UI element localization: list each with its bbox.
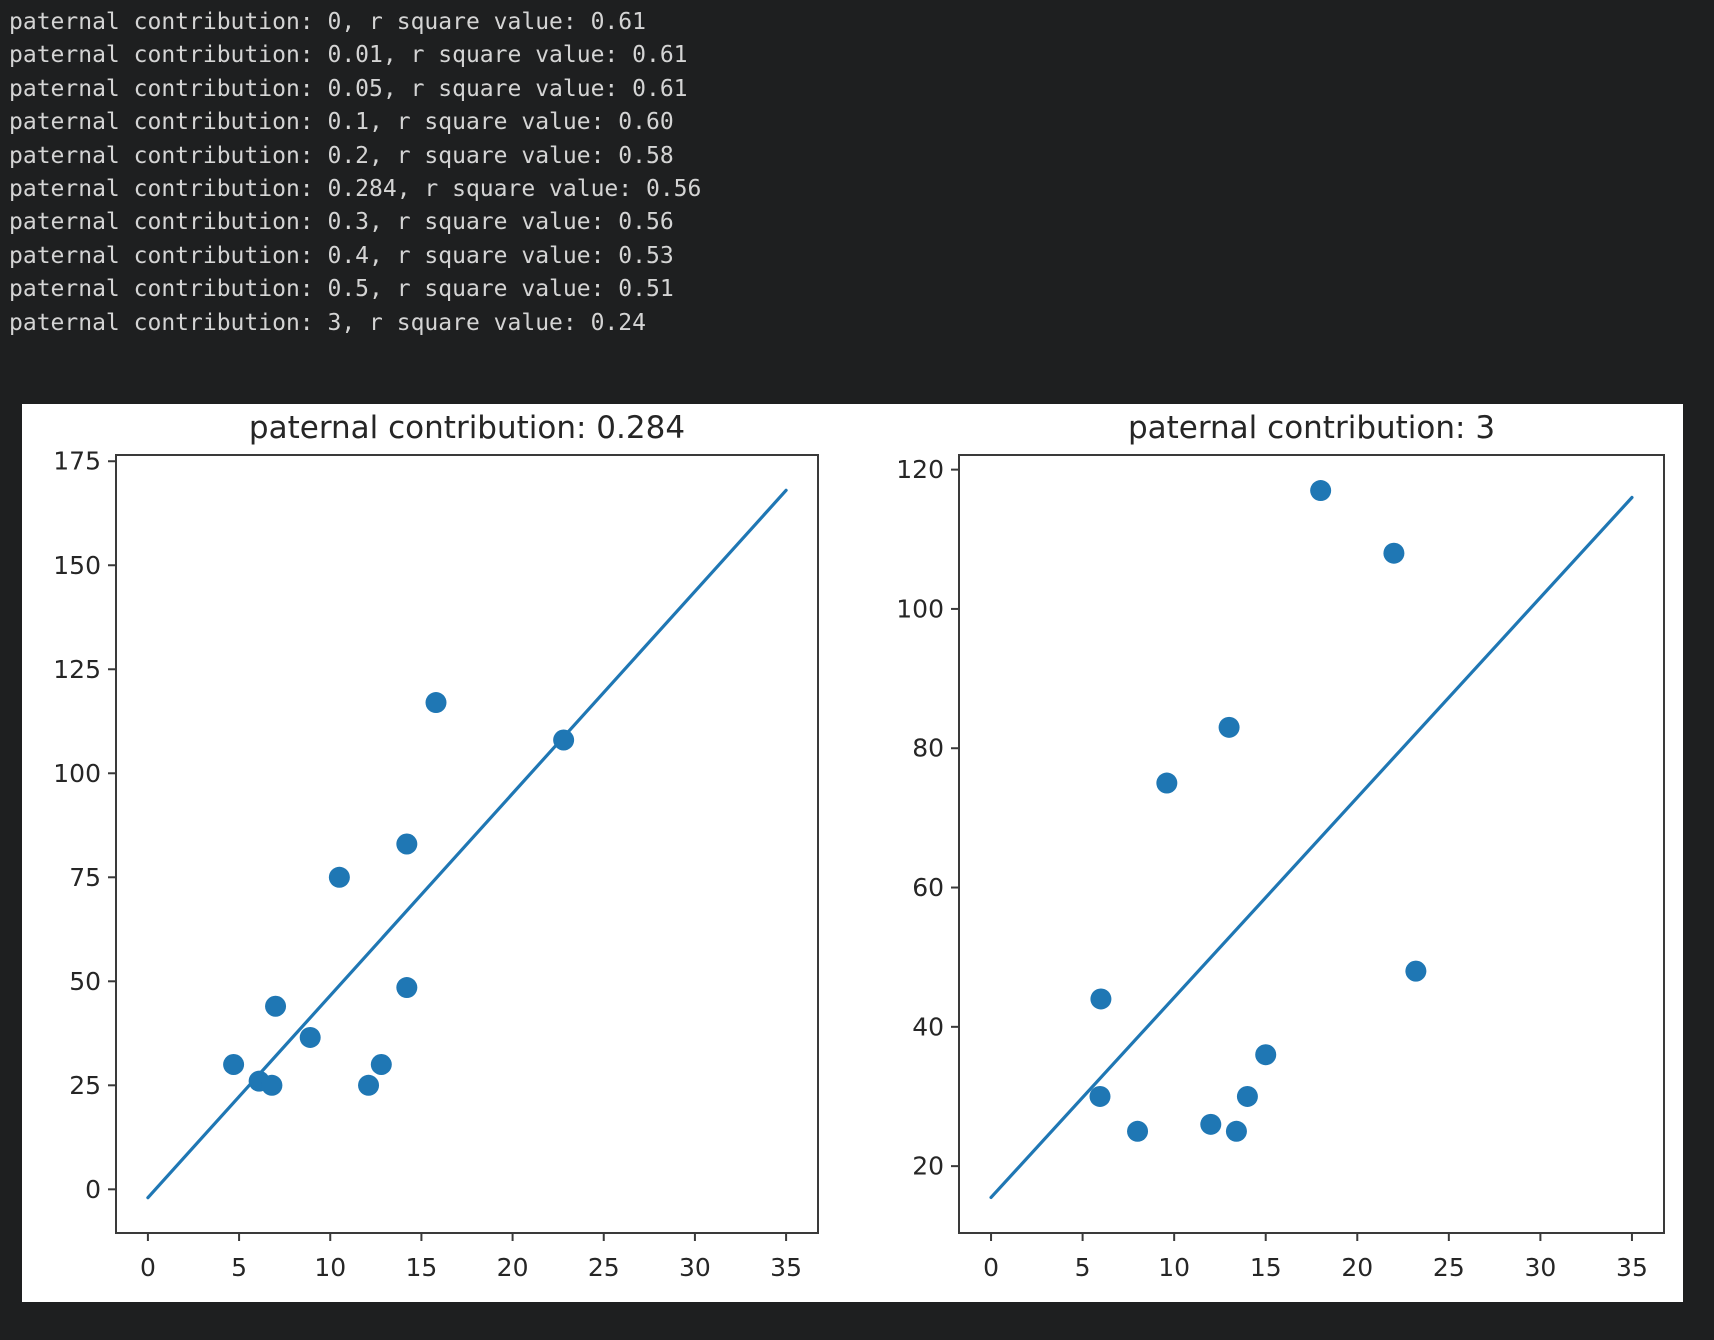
scatter-point [358,1074,380,1096]
console-line: paternal contribution: 0.5, r square val… [9,276,674,303]
fit-line [989,495,1634,1200]
y-tick-label: 20 [912,1152,944,1181]
y-tick-label: 50 [69,967,101,996]
x-tick-label: 10 [1158,1253,1190,1282]
y-tick-label: 100 [896,594,944,623]
console-line: paternal contribution: 0, r square value… [9,9,646,35]
fit-line [146,488,788,1200]
scatter-point [223,1054,245,1076]
console-line: paternal contribution: 0.1, r square val… [9,109,674,136]
scatter-point [1255,1044,1277,1066]
y-tick-label: 25 [69,1071,101,1100]
console-line: paternal contribution: 0.2, r square val… [9,142,674,169]
plot-title: paternal contribution: 3 [1128,410,1495,446]
y-tick-label: 125 [53,655,101,684]
scatter-point [1089,1085,1111,1107]
x-tick-label: 20 [1341,1253,1373,1282]
x-tick-label: 5 [231,1253,247,1282]
x-tick-label: 35 [1616,1253,1648,1282]
x-tick-label: 0 [983,1253,999,1282]
console-line: paternal contribution: 0.4, r square val… [9,242,674,269]
figure-canvas: 0 5 10 15 20 25 30 350255075100125150175paterna… [53,410,1665,1282]
x-tick-label: 35 [770,1253,802,1282]
x-tick-label: 10 [314,1253,346,1282]
plot-title: paternal contribution: 0.284 [249,410,685,446]
scatter-point [1156,772,1178,794]
x-tick-label: 20 [497,1253,529,1282]
y-tick-label: 175 [53,447,101,476]
y-tick-label: 40 [912,1012,944,1041]
scatter-point [1090,988,1112,1010]
scatter-point [299,1026,321,1048]
scatter-point [1200,1113,1222,1135]
console-line: paternal contribution: 0.05, r square va… [9,75,688,102]
scatter-point [1236,1085,1258,1107]
y-tick-label: 120 [896,455,944,484]
y-tick-label: 60 [912,873,944,902]
scatter-point [1383,542,1405,564]
scatter-point [370,1054,392,1076]
console-line: paternal contribution: 3, r square value… [9,309,646,336]
scatter-point [1405,960,1427,982]
y-tick-label: 150 [53,551,101,580]
scatter-point [1310,480,1332,502]
axes-frame [115,454,819,1234]
scatter-point [396,977,418,999]
y-tick-label: 80 [912,734,944,763]
y-tick-label: 100 [53,759,101,788]
x-tick-label: 15 [1250,1253,1282,1282]
x-tick-label: 25 [1433,1253,1465,1282]
x-tick-label: 30 [1524,1253,1556,1282]
terminal-output: paternal contribution: 0, r square value… [9,6,701,340]
x-tick-label: 0 [140,1253,156,1282]
y-tick-label: 0 [85,1175,101,1204]
y-tick-label: 75 [69,863,101,892]
matplotlib-figure: 0 5 10 15 20 25 30 35 0 25 50 75 100 125 150 175 paterna… [22,404,1683,1302]
scatter-point [1218,716,1240,738]
scatter-point [1127,1120,1149,1142]
scatter-point [1225,1120,1247,1142]
scatter-point [425,692,447,714]
scatter-point [553,729,575,751]
axes-frame [958,454,1665,1234]
x-tick-label: 25 [588,1253,620,1282]
scatter-point [396,833,418,855]
x-tick-label: 15 [406,1253,438,1282]
scatter-point [265,995,287,1017]
x-tick-label: 30 [679,1253,711,1282]
console-line: paternal contribution: 0.284, r square v… [9,175,702,202]
scatter-point [328,866,350,888]
x-tick-label: 5 [1075,1253,1091,1282]
scatter-point [261,1074,283,1096]
console-line: paternal contribution: 0.01, r square va… [9,42,688,69]
console-line: paternal contribution: 0.3, r square val… [9,209,674,236]
